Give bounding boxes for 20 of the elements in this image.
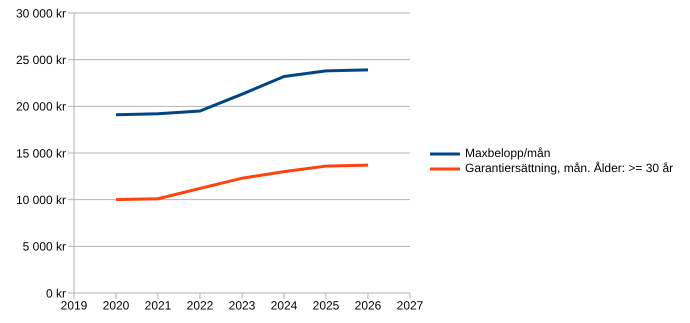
y-tick-label: 5 000 kr [22,240,66,254]
x-tick-label: 2022 [186,298,214,313]
x-tick-label: 2020 [102,298,130,313]
line-series [114,164,370,202]
x-tick-label: 2026 [354,298,382,313]
x-tick-label: 2023 [228,298,256,313]
y-tick-label: 30 000 kr [16,6,66,20]
y-tick-label: 15 000 kr [16,146,66,160]
y-tick-label: 20 000 kr [16,100,66,114]
legend-label: Garantiersättning, mån. Ålder: >= 30 år [465,160,674,174]
x-tick-label: 2021 [144,298,172,313]
line-series [114,68,370,116]
x-tick-label: 2027 [396,298,424,313]
legend-label: Maxbelopp/mån [465,146,550,160]
y-tick-label: 25 000 kr [16,52,66,67]
y-tick-label: 10 000 kr [16,192,66,207]
x-tick-label: 2025 [312,298,340,313]
x-tick-label: 2024 [270,298,298,313]
y-tick-label: 0 kr [46,286,66,300]
x-tick-label: 2019 [60,298,88,313]
